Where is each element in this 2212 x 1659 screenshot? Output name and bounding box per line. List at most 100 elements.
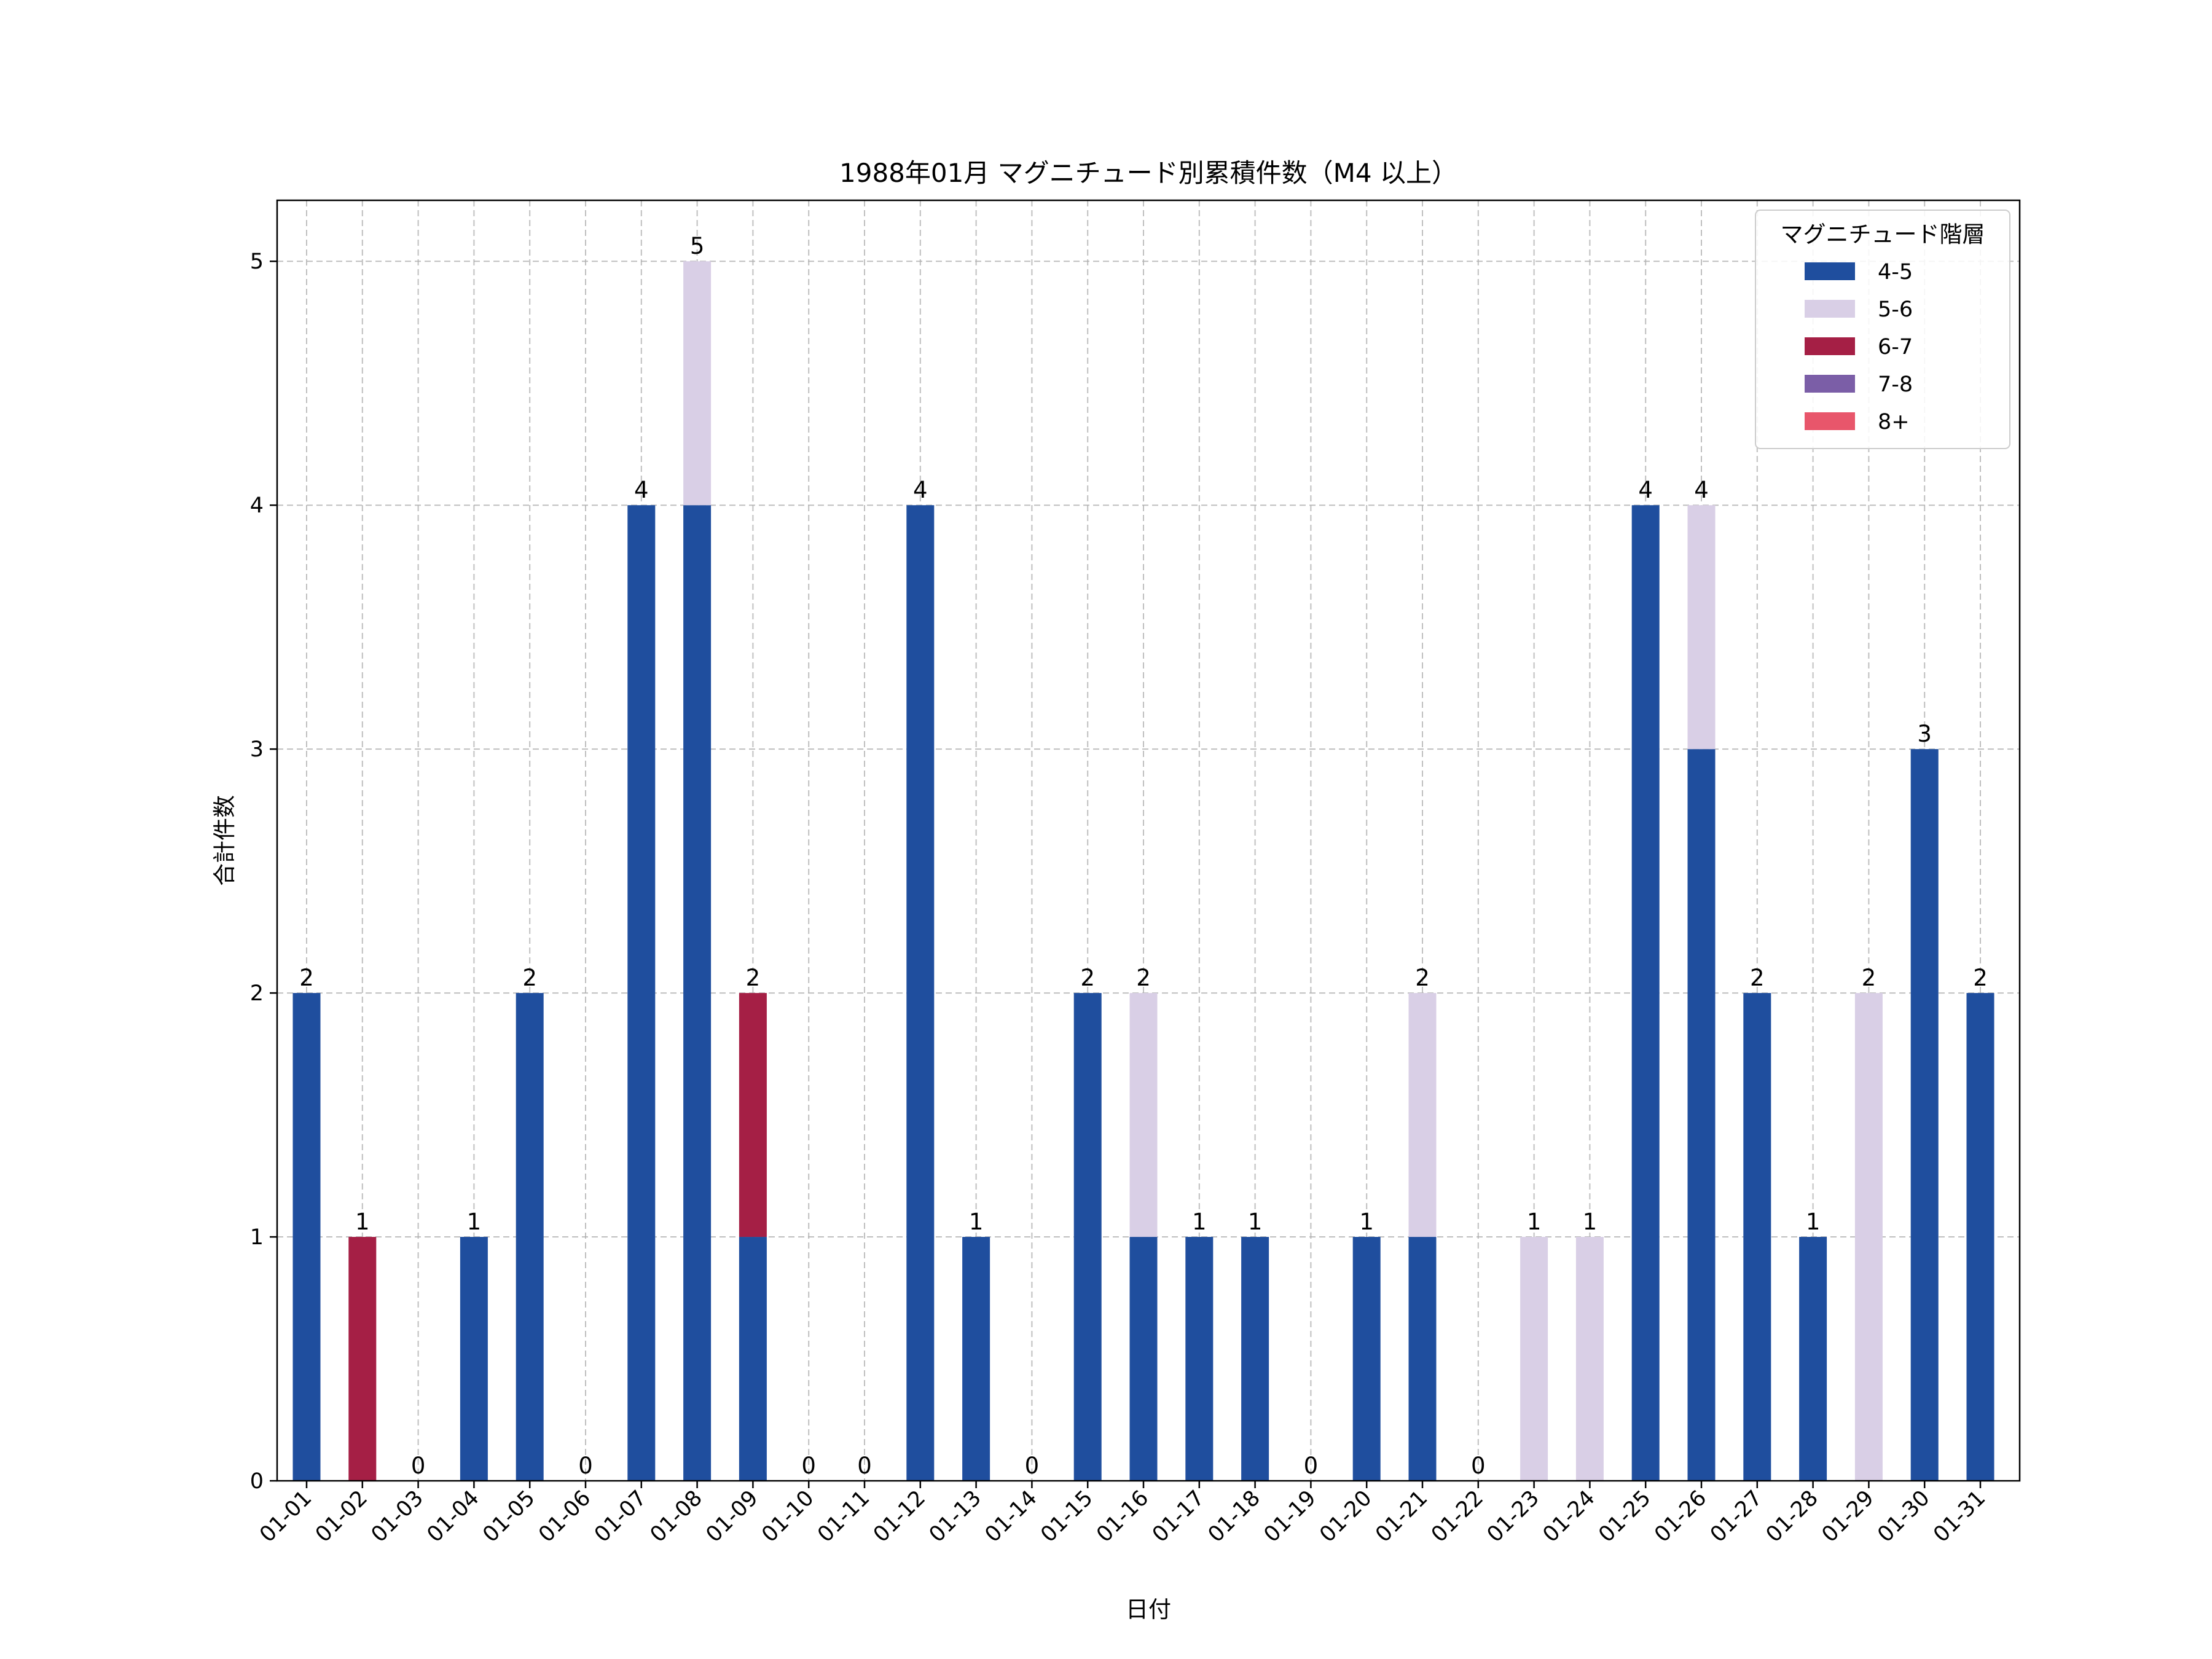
bar-total-label: 1	[1527, 1209, 1542, 1235]
bar-segment-4-5	[1631, 505, 1660, 1481]
x-tick-label: 01-04	[423, 1486, 484, 1547]
bar-segment-4-5	[292, 993, 321, 1481]
x-tick-label: 01-07	[590, 1486, 651, 1547]
y-tick-label: 3	[250, 737, 264, 762]
bar-segment-4-5	[1352, 1237, 1381, 1481]
x-tick-label: 01-06	[534, 1486, 595, 1547]
bar-total-label: 0	[411, 1453, 426, 1479]
bar-segment-5-6	[1854, 993, 1883, 1481]
bar-segment-5-6	[1575, 1237, 1604, 1481]
bar-segment-4-5	[683, 505, 712, 1481]
x-tick-label: 01-28	[1762, 1486, 1823, 1547]
x-tick-label: 01-18	[1204, 1486, 1265, 1547]
x-tick-label: 01-19	[1260, 1486, 1321, 1547]
x-tick-label: 01-03	[367, 1486, 428, 1547]
bar-segment-4-5	[1185, 1237, 1214, 1481]
x-tick-label: 01-08	[646, 1486, 707, 1547]
bar-segment-4-5	[1966, 993, 1994, 1481]
bar-segment-4-5	[1241, 1237, 1269, 1481]
legend-label: 6-7	[1878, 335, 1913, 359]
x-tick-label: 01-16	[1092, 1486, 1153, 1547]
x-tick-label: 01-13	[925, 1486, 986, 1547]
bar-segment-5-6	[1408, 993, 1437, 1237]
bar-segment-4-5	[1910, 749, 1939, 1481]
bar-total-label: 2	[1136, 965, 1151, 991]
bar-segment-4-5	[906, 505, 935, 1481]
x-tick-label: 01-05	[478, 1486, 539, 1547]
bar-total-label: 1	[1192, 1209, 1207, 1235]
x-tick-label: 01-11	[813, 1486, 874, 1547]
legend-swatch	[1805, 412, 1855, 430]
bar-total-label: 4	[1694, 477, 1709, 503]
x-tick-label: 01-27	[1706, 1486, 1767, 1547]
x-tick-label: 01-31	[1929, 1486, 1990, 1547]
bars	[292, 261, 1994, 1481]
bar-total-label: 2	[1973, 965, 1988, 991]
x-axis-label: 日付	[1126, 1596, 1171, 1623]
bar-segment-4-5	[1073, 993, 1102, 1481]
bar-segment-4-5	[1408, 1237, 1437, 1481]
y-tick-label: 2	[250, 981, 264, 1006]
x-tick-label: 01-09	[702, 1486, 763, 1547]
bar-total-label: 2	[1862, 965, 1877, 991]
y-tick-label: 1	[250, 1225, 264, 1250]
bar-segment-4-5	[739, 1237, 767, 1481]
bar-segment-5-6	[1520, 1237, 1548, 1481]
legend-label: 8+	[1878, 410, 1910, 434]
bar-segment-4-5	[1687, 749, 1716, 1481]
bar-total-label: 4	[1638, 477, 1653, 503]
bar-total-label: 1	[355, 1209, 370, 1235]
x-tick-label: 01-17	[1148, 1486, 1209, 1547]
y-axis-label: 合計件数	[211, 795, 238, 886]
x-tick-label: 01-23	[1483, 1486, 1544, 1547]
bar-segment-5-6	[1687, 505, 1716, 750]
bar-segment-4-5	[1799, 1237, 1827, 1481]
bar-total-label: 1	[1583, 1209, 1598, 1235]
legend-label: 7-8	[1878, 372, 1913, 397]
x-tick-label: 01-24	[1539, 1486, 1600, 1547]
bar-total-label: 0	[1304, 1453, 1319, 1479]
bar-total-label: 3	[1917, 721, 1932, 747]
bar-segment-6-7	[348, 1237, 377, 1481]
bar-segment-5-6	[1129, 993, 1158, 1237]
axis-ticks: 01234501-0101-0201-0301-0401-0501-0601-0…	[250, 249, 1991, 1547]
bar-total-label: 0	[801, 1453, 816, 1479]
bar-total-label: 1	[467, 1209, 482, 1235]
legend-swatch	[1805, 262, 1855, 280]
x-tick-label: 01-10	[757, 1486, 818, 1547]
bar-segment-4-5	[516, 993, 544, 1481]
legend-swatch	[1805, 300, 1855, 318]
x-tick-label: 01-21	[1371, 1486, 1432, 1547]
bar-total-label: 4	[913, 477, 928, 503]
legend-label: 4-5	[1878, 260, 1913, 284]
bar-segment-5-6	[683, 261, 712, 506]
x-tick-label: 01-12	[869, 1486, 930, 1547]
bar-total-label: 0	[1025, 1453, 1040, 1479]
bar-total-label: 2	[746, 965, 761, 991]
bar-segment-4-5	[1743, 993, 1771, 1481]
legend-label: 5-6	[1878, 297, 1913, 322]
x-tick-label: 01-25	[1594, 1486, 1655, 1547]
bar-total-label: 1	[1248, 1209, 1263, 1235]
x-tick-label: 01-26	[1650, 1486, 1711, 1547]
bar-segment-4-5	[962, 1237, 990, 1481]
x-tick-label: 01-15	[1036, 1486, 1097, 1547]
legend: マグニチュード階層 4-5 5-6 6-7 7-8 8+	[1755, 210, 2010, 449]
bar-total-label: 5	[690, 233, 705, 259]
bar-total-label: 1	[969, 1209, 984, 1235]
bar-total-label: 2	[1415, 965, 1430, 991]
x-tick-label: 01-30	[1873, 1486, 1934, 1547]
bar-total-label: 2	[1080, 965, 1095, 991]
x-tick-label: 01-22	[1427, 1486, 1488, 1547]
y-tick-label: 0	[250, 1469, 264, 1494]
bar-segment-6-7	[739, 993, 767, 1237]
bar-total-label: 1	[1806, 1209, 1821, 1235]
x-tick-label: 01-29	[1818, 1486, 1879, 1547]
bar-total-label: 0	[578, 1453, 593, 1479]
chart-title: 1988年01月 マグニチュード別累積件数（M4 以上）	[839, 158, 1457, 188]
bar-total-label: 2	[1750, 965, 1765, 991]
bar-total-label: 4	[634, 477, 649, 503]
bar-total-label: 2	[522, 965, 537, 991]
legend-swatch	[1805, 375, 1855, 393]
